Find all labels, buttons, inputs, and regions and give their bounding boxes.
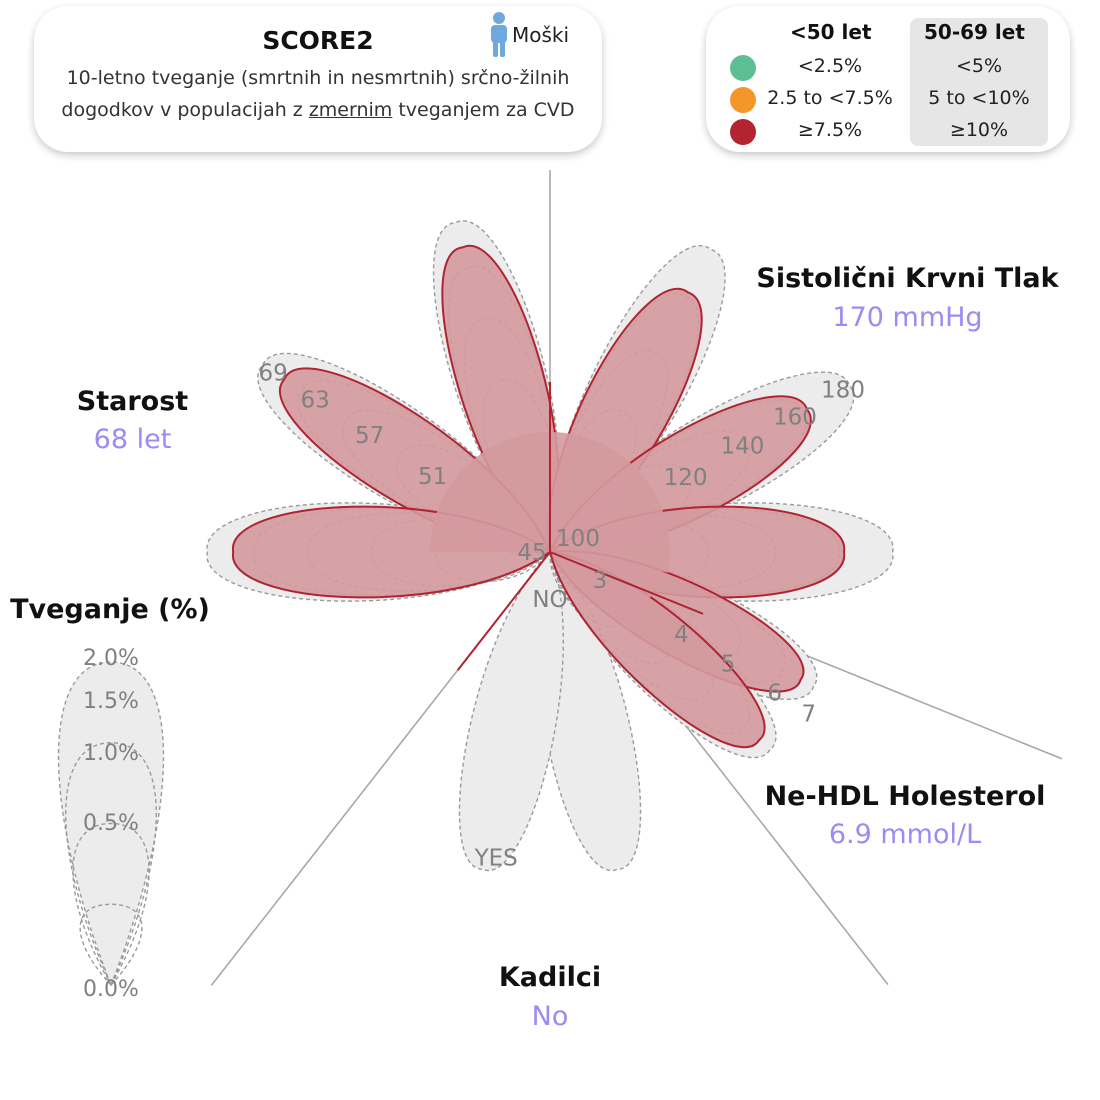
tick-label: 120: [664, 465, 708, 491]
tick-label: 69: [259, 360, 288, 386]
sbp-label: Sistolični Krvni Tlak: [756, 263, 1059, 294]
legend-row2-col1: 2.5 to <7.5%: [767, 87, 893, 109]
legend-dot-mid: [730, 87, 756, 113]
smoker-label: Kadilci: [498, 962, 602, 993]
tick-label: 100: [556, 526, 600, 552]
legend-dot-low: [730, 55, 756, 81]
sector-fan: [550, 552, 659, 630]
tick-label: 57: [355, 423, 384, 449]
sector-fans: [430, 382, 704, 671]
legend-row1-col1: <2.5%: [797, 55, 863, 77]
risk-scale-tick: 0.0%: [83, 977, 139, 1002]
sector-fan: [430, 432, 550, 552]
cholesterol-value: 6.9 mmol/L: [828, 819, 982, 850]
risk-scale-tick: 0.5%: [83, 811, 139, 836]
tick-label: 140: [720, 433, 764, 459]
legend-dot-high: [730, 119, 756, 145]
tick-label: YES: [474, 845, 518, 871]
chart-title: SCORE2: [262, 26, 374, 55]
age-label: Starost: [76, 386, 189, 417]
legend-row1-col2: <5%: [955, 55, 1003, 77]
tick-label: 3: [593, 568, 608, 594]
risk-scale: 0.0% 0.5% 1.0% 1.5% 2.0%: [57, 646, 165, 1002]
smoker-value: No: [531, 1001, 569, 1032]
legend-card: <50 let 50-69 let <2.5% 2.5 to <7.5% ≥7.…: [706, 6, 1070, 152]
legend-col2-header: 50-69 let: [924, 20, 1025, 44]
legend-row3-col1: ≥7.5%: [797, 119, 863, 141]
male-person-icon: [491, 12, 507, 57]
cholesterol-label: Ne-HDL Holesterol: [764, 781, 1046, 812]
risk-scale-contour: [72, 822, 150, 987]
risk-scale-tick: 1.5%: [83, 689, 139, 714]
tick-label: 63: [301, 388, 330, 414]
title-card: SCORE2 Moški 10-letno tveganje (smrtnih …: [34, 6, 602, 152]
legend-col1-header: <50 let: [790, 20, 872, 44]
risk-scale-contour: [79, 903, 143, 987]
sector-border: [549, 551, 704, 615]
tick-label: 6: [767, 680, 782, 706]
tick-label: 7: [801, 702, 816, 728]
tick-label: 4: [674, 622, 689, 648]
tick-label: 45: [517, 540, 546, 566]
sector-border: [456, 551, 551, 671]
chart-subtitle: 10-letno tveganje (smrtnih in nesmrtnih)…: [61, 67, 575, 121]
risk-scale-tick: 1.0%: [83, 741, 139, 766]
risk-scale-contour: [65, 742, 157, 987]
tick-label: 5: [721, 651, 736, 677]
sbp-value: 170 mmHg: [832, 302, 983, 333]
tick-label: 51: [418, 464, 447, 490]
tick-label: 160: [773, 404, 817, 430]
sector-fan: [550, 432, 671, 573]
sex-label: Moški: [512, 23, 570, 47]
legend-row3-col2: ≥10%: [949, 119, 1009, 141]
max-petal: [458, 550, 564, 872]
legend-shade: [910, 18, 1048, 146]
risk-scale-label: Tveganje (%): [10, 594, 210, 625]
legend-row2-col2: 5 to <10%: [928, 87, 1030, 109]
tick-label: NO: [532, 587, 567, 613]
tick-label: 180: [821, 378, 865, 404]
age-value: 68 let: [93, 424, 172, 455]
risk-scale-tick: 2.0%: [83, 646, 139, 671]
